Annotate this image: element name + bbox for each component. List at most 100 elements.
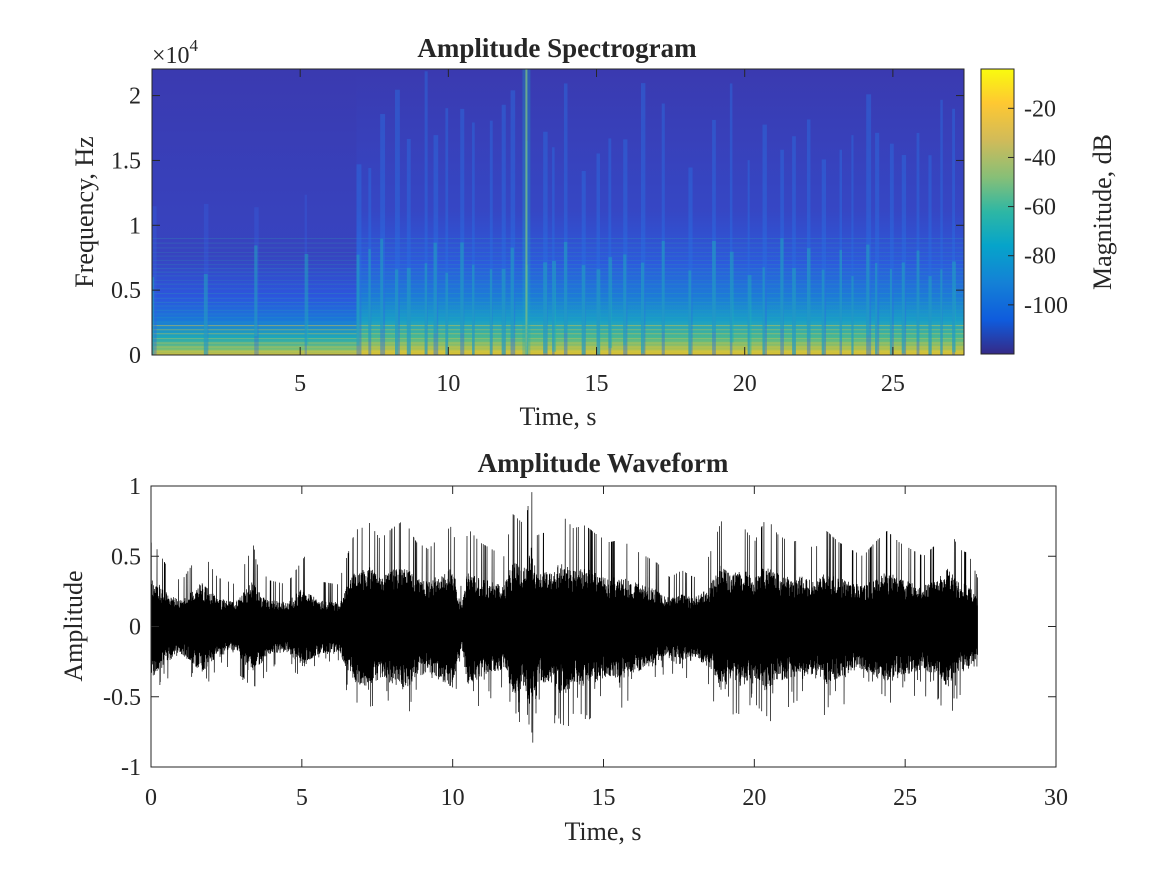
spectrogram-onset-core xyxy=(623,254,627,346)
spectrogram-title: Amplitude Spectrogram xyxy=(417,33,697,63)
colorbar: -20 -40 -60 -80 -100 Magnitude, dB xyxy=(980,68,1117,355)
waveform-x-tick-label: 5 xyxy=(296,785,308,811)
spectrogram-axes-box xyxy=(151,68,965,356)
spectrogram-x-label: Time, s xyxy=(519,402,596,431)
spectrogram-onset-streak xyxy=(839,149,843,355)
spectrogram-onset-streak xyxy=(424,71,428,355)
spectrogram-onset-streak xyxy=(552,147,555,355)
spectrogram-loud-section xyxy=(712,69,964,355)
spectrogram-onset-streak xyxy=(254,207,259,355)
spectrogram-onset-core xyxy=(563,241,568,333)
waveform-x-tick-label: 20 xyxy=(742,785,766,811)
waveform-x-ticks: 0 5 10 15 20 25 30 xyxy=(145,486,1068,811)
spectrogram-onset-streak xyxy=(596,153,600,355)
waveform-y-tick-label: 1 xyxy=(129,474,141,500)
spectrogram-onset-core xyxy=(254,245,258,337)
spectrogram-onset-core xyxy=(661,240,665,332)
spectrogram-onset-core xyxy=(747,275,752,355)
spectrogram-onset-streak xyxy=(203,203,209,355)
spectrogram-x-ticks: 5 10 15 20 25 xyxy=(294,69,905,397)
spectrogram-onset-streak xyxy=(901,155,907,355)
spectrogram-onset-streak xyxy=(406,138,411,355)
y-multiplier-exponent: 4 xyxy=(190,36,199,55)
spectrogram-x-tick-label: 10 xyxy=(436,371,460,397)
waveform-x-tick-label: 0 xyxy=(145,785,157,811)
colorbar-tick-label: -60 xyxy=(1024,195,1056,221)
spectrogram-onset-streak xyxy=(688,167,693,355)
spectrogram-y-tick-label: 1 xyxy=(129,213,141,239)
spectrogram-onset-core xyxy=(510,247,514,339)
spectrogram-onset-core xyxy=(543,262,548,354)
spectrogram-onset-core xyxy=(596,269,601,355)
spectrogram-onset-streak xyxy=(543,131,548,355)
spectrogram-onset-core xyxy=(433,242,437,334)
spectrogram-onset-streak xyxy=(563,83,568,355)
waveform-y-tick-label: 0.5 xyxy=(111,544,141,570)
spectrogram-onset-core xyxy=(304,253,309,345)
waveform-y-tick-label: -0.5 xyxy=(103,685,141,711)
spectrogram-y-multiplier: ×104 xyxy=(152,36,199,69)
colorbar-tick-label: -40 xyxy=(1024,145,1056,171)
spectrogram-onset-core xyxy=(889,268,892,355)
spectrogram-onset-core xyxy=(380,238,384,330)
spectrogram-onset-core xyxy=(552,260,557,352)
spectrogram-loud-section xyxy=(356,69,713,355)
spectrogram-onset-core xyxy=(489,269,493,355)
spectrogram-onset-streak xyxy=(806,119,811,355)
spectrogram-onset-core xyxy=(866,244,870,336)
waveform-x-tick-label: 10 xyxy=(441,785,465,811)
spectrogram-onset-core xyxy=(688,270,692,355)
spectrogram-onset-streak xyxy=(356,164,362,355)
spectrogram-onset-core xyxy=(406,267,411,355)
spectrogram-onset-core xyxy=(424,263,428,354)
spectrogram-onset-streak xyxy=(851,135,854,355)
waveform-y-label: Amplitude xyxy=(59,570,88,681)
spectrogram-x-tick-label: 25 xyxy=(881,371,905,397)
colorbar-tick-label: -20 xyxy=(1024,96,1056,122)
waveform-x-tick-label: 30 xyxy=(1044,785,1068,811)
waveform-y-tick-label: -1 xyxy=(121,755,141,781)
spectrogram-onset-core xyxy=(952,261,956,353)
spectrogram-bands xyxy=(152,69,964,355)
waveform-series-line xyxy=(151,492,978,743)
spectrogram-onset-streak xyxy=(762,124,767,355)
spectrogram-onset-streak xyxy=(916,132,920,355)
spectrogram-onset-core xyxy=(806,248,811,339)
spectrogram-onset-streak xyxy=(368,167,372,355)
spectrogram-onset-streak xyxy=(640,83,646,355)
spectrogram-transient-halo xyxy=(522,69,531,355)
spectrogram-onset-core xyxy=(875,262,878,354)
spectrogram-onset-streak xyxy=(712,119,716,355)
spectrogram-onset-streak xyxy=(875,132,880,355)
colorbar-label: Magnitude, dB xyxy=(1088,134,1117,290)
spectrogram-onset-core xyxy=(712,240,716,332)
waveform-y-ticks: -1 -0.5 0 0.5 1 xyxy=(103,474,1056,781)
spectrogram-onset-streak xyxy=(940,99,943,355)
spectrogram-image xyxy=(152,69,964,355)
spectrogram-y-tick-label: 2 xyxy=(129,84,141,110)
spectrogram-onset-streak xyxy=(460,108,465,355)
y-multiplier-base: ×10 xyxy=(152,43,190,69)
spectrogram-onset-streak xyxy=(780,149,784,355)
spectrogram-onset-streak xyxy=(792,136,796,355)
spectrogram-onset-core xyxy=(839,249,843,341)
spectrogram-onset-streak xyxy=(821,159,827,355)
spectrogram-onset-streak xyxy=(472,122,475,355)
spectrogram-onset-core xyxy=(581,265,586,355)
spectrogram-onset-streak xyxy=(304,194,307,355)
spectrogram-x-tick-label: 15 xyxy=(585,371,609,397)
spectrogram-onset-streak xyxy=(747,160,750,355)
spectrogram-onset-streak xyxy=(581,170,586,355)
colorbar-gradient xyxy=(980,68,1015,355)
spectrogram-x-tick-label: 5 xyxy=(294,371,306,397)
spectrogram-y-tick-label: 0.5 xyxy=(111,278,141,304)
spectrogram-onset-core xyxy=(460,242,464,334)
spectrogram-onset-streak xyxy=(661,103,665,355)
spectrogram-y-label: Frequency, Hz xyxy=(70,136,99,287)
colorbar-ticks: -20 -40 -60 -80 -100 xyxy=(1008,96,1068,319)
spectrogram-onset-core xyxy=(729,251,734,343)
spectrogram-onset-streak xyxy=(510,90,516,355)
spectrogram-onset-core xyxy=(395,269,399,355)
spectrogram-onset-streak xyxy=(445,108,449,355)
